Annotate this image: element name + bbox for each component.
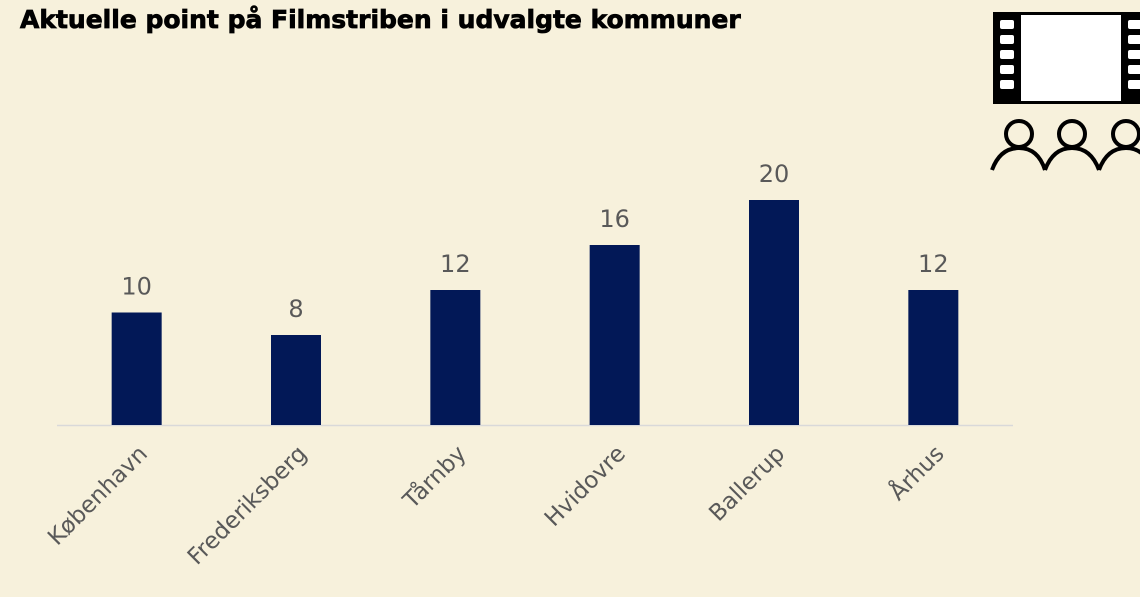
bar [271, 335, 321, 425]
bar [908, 290, 959, 425]
bar [589, 245, 640, 425]
chart-title: Aktuelle point på Filmstriben i udvalgte… [20, 5, 741, 34]
value-label: 20 [759, 160, 790, 188]
cinema-icon [990, 12, 1140, 171]
value-label: 12 [440, 250, 471, 278]
value-label: 8 [288, 295, 303, 323]
value-label: 16 [599, 205, 630, 233]
bar [430, 290, 481, 425]
value-label: 10 [121, 273, 152, 301]
bar [749, 200, 799, 425]
bar [111, 312, 162, 425]
value-label: 12 [918, 250, 949, 278]
